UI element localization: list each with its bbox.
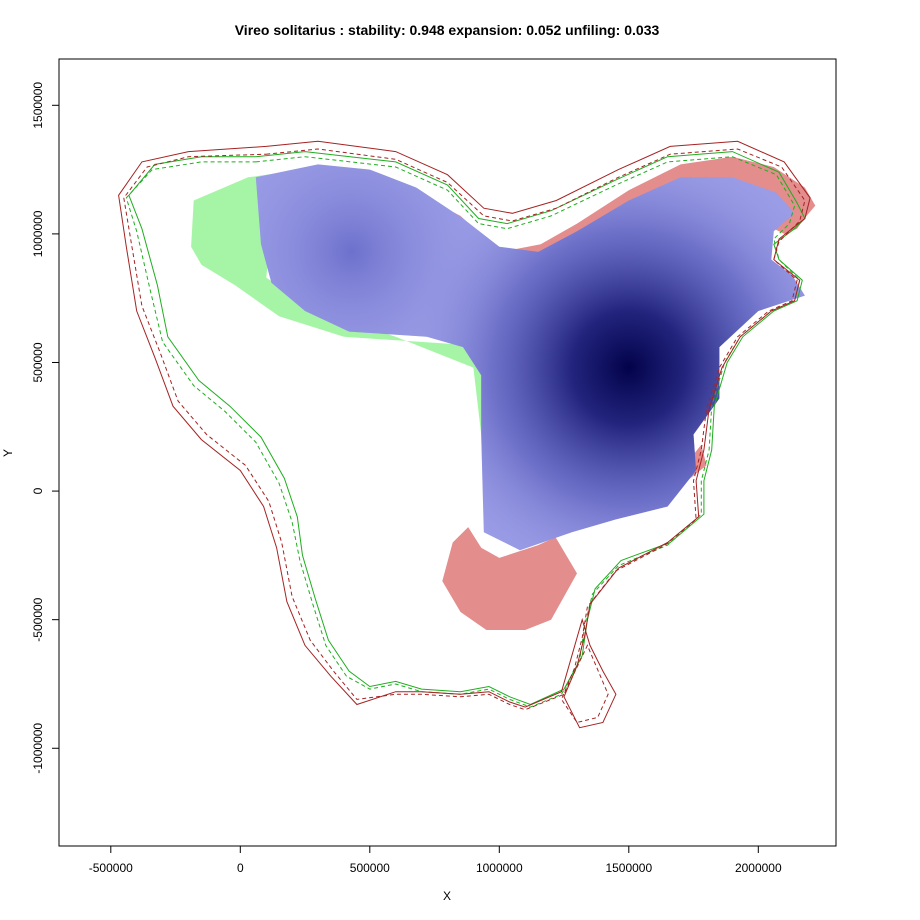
y-axis: -1000000 -500000 0 500000 1000000 1500000: [31, 82, 60, 774]
outline-native-solid: [128, 151, 806, 706]
x-axis: -500000 0 500000 1000000 1500000 2000000: [89, 845, 782, 875]
x-tick-label: 2000000: [735, 861, 782, 875]
y-tick-label: -500000: [31, 597, 45, 641]
x-axis-label: X: [443, 889, 451, 903]
y-tick-label: 1000000: [31, 210, 45, 257]
region-expansion-2: [442, 444, 707, 630]
x-tick-label: 1000000: [476, 861, 523, 875]
x-tick-label: -500000: [89, 861, 133, 875]
x-tick-label: 500000: [350, 861, 390, 875]
outline-invaded-solid: [118, 140, 811, 729]
y-tick-label: 1500000: [31, 82, 45, 129]
y-tick-label: 500000: [31, 342, 45, 382]
outline-invaded-dashed: [123, 148, 806, 724]
outline-native-dashed: [125, 156, 801, 708]
x-tick-label: 0: [237, 861, 244, 875]
y-tick-label: 0: [31, 487, 45, 494]
y-axis-label: Y: [1, 449, 15, 457]
plot-area: [118, 140, 816, 729]
chart-title: Vireo solitarius : stability: 0.948 expa…: [235, 22, 660, 38]
x-tick-label: 1500000: [605, 861, 652, 875]
y-tick-label: -1000000: [31, 723, 45, 774]
